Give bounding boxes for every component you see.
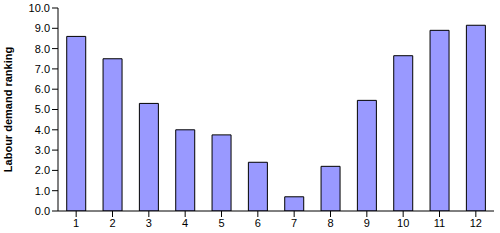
svg-text:8.0: 8.0: [35, 43, 50, 55]
svg-text:3: 3: [146, 217, 152, 229]
svg-text:2: 2: [109, 217, 115, 229]
svg-text:7: 7: [291, 217, 297, 229]
svg-text:7.0: 7.0: [35, 63, 50, 75]
svg-text:10: 10: [397, 217, 409, 229]
svg-text:10.0: 10.0: [29, 2, 50, 14]
svg-text:1: 1: [73, 217, 79, 229]
svg-text:6: 6: [255, 217, 261, 229]
svg-text:4: 4: [182, 217, 188, 229]
svg-text:9.0: 9.0: [35, 22, 50, 34]
svg-text:0.0: 0.0: [35, 205, 50, 217]
svg-text:11: 11: [434, 217, 445, 229]
svg-text:5.0: 5.0: [35, 103, 50, 115]
svg-text:4.0: 4.0: [35, 124, 50, 136]
svg-text:2.0: 2.0: [35, 164, 50, 176]
svg-text:8: 8: [327, 217, 333, 229]
svg-text:6.0: 6.0: [35, 83, 50, 95]
svg-text:1.0: 1.0: [35, 185, 50, 197]
svg-text:3.0: 3.0: [35, 144, 50, 156]
svg-text:Labour demand ranking: Labour demand ranking: [8, 47, 14, 172]
svg-text:12: 12: [470, 217, 482, 229]
svg-text:5: 5: [218, 217, 224, 229]
svg-text:9: 9: [364, 217, 370, 229]
